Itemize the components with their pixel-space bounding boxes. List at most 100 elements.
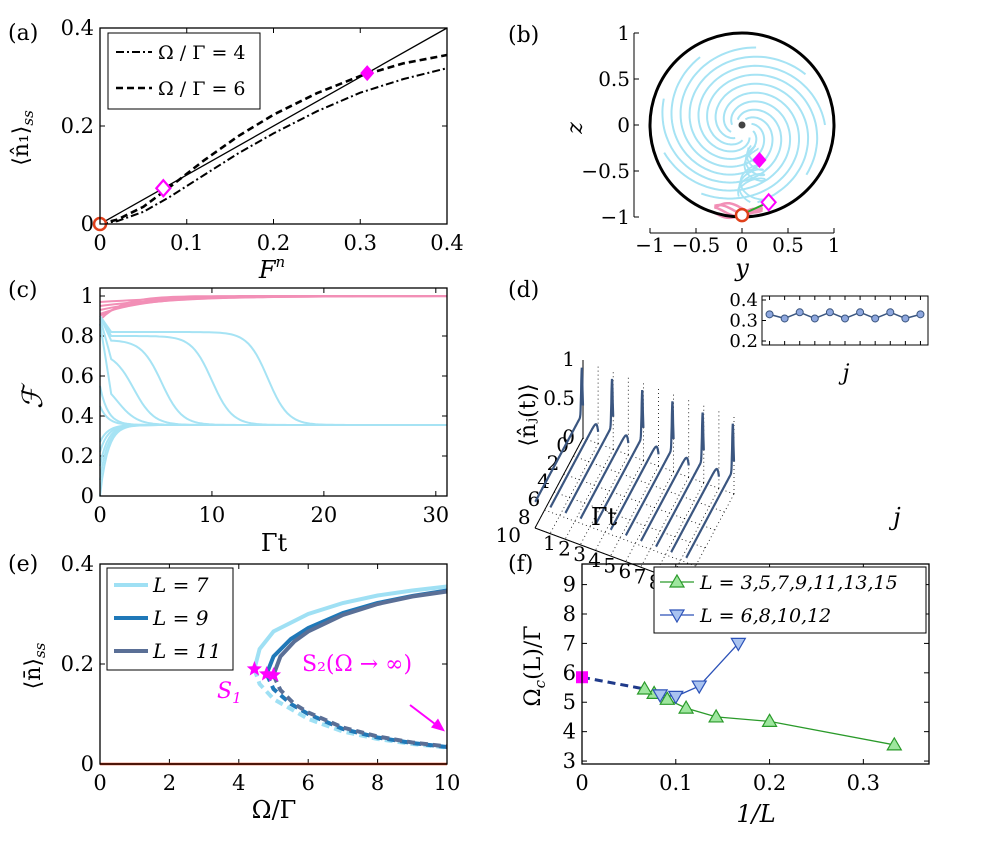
e-lower-branch	[252, 668, 448, 750]
panel-d-inset: 0.40.30.2 j	[729, 290, 929, 386]
f-ytick-label: 6	[563, 661, 576, 685]
d-floor-grid-t	[563, 473, 715, 531]
legend-e-label-1: L = 7	[152, 573, 209, 597]
e-ytick-label: 0.4	[61, 552, 94, 576]
e-critical-star	[265, 667, 282, 682]
panel-a-xlabel-sup: n	[275, 253, 285, 271]
panel-f-legend-box	[653, 566, 927, 634]
c-ytick-label: 0	[81, 484, 94, 508]
b-trajectory-cyan	[714, 82, 810, 204]
c-xtick-label: 10	[199, 503, 226, 527]
f-even-point	[691, 680, 708, 695]
e-ytick-label: 0.2	[61, 652, 94, 676]
d-floor-grid-j	[579, 454, 629, 545]
d-floor-grid-j	[564, 449, 614, 540]
d-inset-point	[856, 308, 865, 317]
panel-e-ylabel-main: ⟨n̄⟩	[21, 658, 46, 689]
d-waterfall-line	[579, 434, 630, 520]
e-lower-branch	[271, 674, 448, 749]
b-trajectory-cyan	[697, 64, 826, 153]
panel-a-xlabel-main: F	[258, 256, 277, 284]
panel-e-ylabel-sub: ss	[31, 642, 49, 658]
e-ytick-label: 0	[81, 752, 94, 776]
d-floor-grid-t	[573, 455, 725, 513]
b-marker-filled-diamond	[752, 151, 767, 168]
d-j-tick-label: 7	[634, 565, 647, 589]
panel-f-ylabel-sub: c	[531, 679, 549, 688]
d-floor-grid-j	[610, 465, 659, 557]
panel-b-label: (b)	[508, 23, 539, 48]
panel-b-xlabel: y	[734, 254, 749, 282]
panel-a-ylabel-sub: ss	[19, 110, 37, 126]
b-trajectory-inner	[738, 144, 764, 203]
f-xtick-label: 0.3	[847, 771, 880, 795]
d-inset-ytick-label: 0.2	[729, 331, 758, 352]
legend-a-label-1: Ω / Γ = 4	[158, 42, 246, 64]
b-trajectory-cyan	[679, 46, 766, 168]
d-t-axis	[534, 437, 584, 529]
a-ytick-label: 0.2	[61, 114, 94, 138]
f-extrapolation-line	[581, 675, 645, 691]
panel-c-ylabel: ℱ	[16, 382, 49, 409]
a-xtick-label: 0	[93, 231, 106, 255]
d-inset-point	[841, 314, 849, 323]
panel-b-ticks: −1 −0.5 0 0.5 1 1 0.5 0 −0.5 −1	[581, 21, 840, 257]
a-marker-filled-diamond	[360, 65, 375, 82]
panel-c-frame	[99, 287, 448, 497]
d-waterfall-line	[549, 423, 600, 509]
b-trajectory-cyan	[661, 98, 783, 184]
legend-f-marker-2	[668, 609, 686, 624]
c-ytick-label: 0.2	[61, 444, 94, 468]
b-trajectory-cyan	[700, 91, 800, 200]
panel-a-ylabel: ⟨n̂₁⟩ss	[9, 110, 37, 166]
d-inset-ytick-label: 0.3	[729, 311, 758, 332]
d-waterfall-line	[609, 445, 660, 531]
d-floor-grid-j	[640, 477, 690, 568]
panel-e-xlabel: Ω/Γ	[252, 796, 297, 824]
panel-b-markers	[734, 121, 778, 223]
e-arrow-head	[431, 718, 445, 732]
f-ytick-label: 9	[563, 573, 576, 597]
b-ytick-label: 1	[617, 21, 630, 45]
c-curve-cyan-fast	[99, 424, 447, 453]
d-floor-grid-t	[554, 491, 706, 549]
c-curve-cyan-fast	[99, 424, 447, 481]
panel-e-label: (e)	[8, 552, 38, 577]
d-n-tick-label: 1	[562, 347, 575, 371]
d-inset-point	[765, 310, 774, 319]
f-ytick-label: 5	[563, 690, 576, 714]
a-marker-open-diamond	[154, 178, 172, 198]
e-critical-star	[259, 666, 275, 681]
panel-d-zlabel: j	[888, 503, 901, 531]
f-odd-point	[761, 713, 778, 727]
e-xtick-label: 10	[434, 771, 461, 795]
d-waterfall-line	[564, 378, 615, 514]
f-odd-point	[678, 699, 695, 714]
b-ytick-label: 0	[617, 113, 630, 137]
d-t-tick-label: 4	[537, 469, 550, 493]
d-floor-grid-j	[670, 488, 720, 579]
panel-d-ylabel: ⟨n̂ⱼ(t)⟩	[516, 383, 541, 446]
a-ytick-label: 0	[81, 212, 94, 236]
c-xtick-label: 0	[93, 503, 106, 527]
panel-d-label: (d)	[508, 278, 539, 303]
e-arrow-shaft	[409, 704, 438, 727]
d-j-tick-label: 5	[603, 553, 616, 577]
panel-f-ticks: 0 0.1 0.2 0.3 3 4 5 6 7 8 9	[563, 564, 929, 795]
f-ytick-label: 7	[563, 631, 576, 655]
e-xtick-label: 0	[93, 771, 106, 795]
d-inset-point	[810, 314, 819, 323]
legend-f-label-2: L = 6,8,10,12	[699, 605, 831, 627]
b-xtick-label: 0.5	[772, 233, 804, 257]
d-waterfall-line	[624, 401, 675, 537]
d-waterfall-line	[640, 456, 690, 542]
c-curve-cyan	[99, 323, 447, 426]
b-ytick-label: 0.5	[598, 67, 630, 91]
b-ytick-label: −1	[601, 205, 630, 229]
d-floor-grid-j	[625, 471, 674, 562]
legend-a-label-2: Ω / Γ = 6	[158, 78, 246, 100]
f-ytick-label: 3	[563, 749, 576, 773]
c-ytick-label: 0.6	[61, 364, 94, 388]
panel-f-frame	[581, 563, 930, 765]
e-upper-branch	[271, 589, 448, 676]
